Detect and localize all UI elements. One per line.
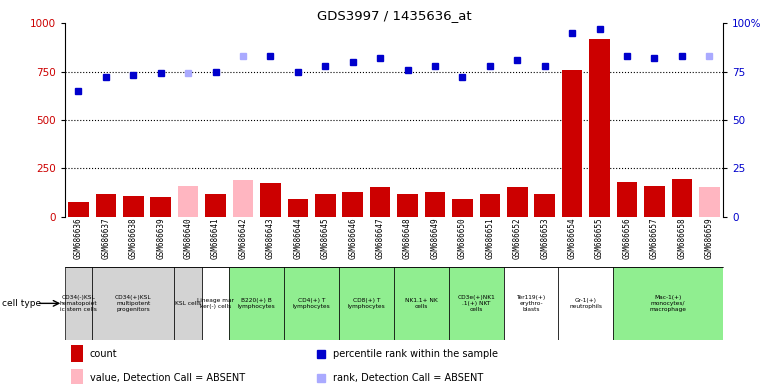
Bar: [178, 186, 199, 217]
Text: Ter119(+)
erythro-
blasts: Ter119(+) erythro- blasts: [516, 295, 546, 312]
Bar: [479, 194, 500, 217]
Text: KSL cells: KSL cells: [175, 301, 201, 306]
Bar: [504, 267, 559, 340]
Bar: [229, 267, 284, 340]
Text: GSM686654: GSM686654: [568, 217, 577, 258]
Bar: [425, 192, 445, 217]
Text: GSM686638: GSM686638: [129, 217, 138, 258]
Bar: [616, 182, 637, 217]
Text: Mac-1(+)
monocytes/
macrophage: Mac-1(+) monocytes/ macrophage: [650, 295, 686, 312]
Text: GSM686645: GSM686645: [320, 217, 330, 258]
Text: GSM686656: GSM686656: [622, 217, 632, 258]
Text: GSM686643: GSM686643: [266, 217, 275, 258]
Bar: [260, 183, 281, 217]
Text: GSM686644: GSM686644: [293, 217, 302, 258]
Text: GSM686639: GSM686639: [156, 217, 165, 258]
Bar: [205, 194, 226, 217]
Bar: [174, 267, 202, 340]
Bar: [96, 194, 116, 217]
Text: GSM686648: GSM686648: [403, 217, 412, 258]
Text: GSM686651: GSM686651: [486, 217, 495, 258]
Text: NK1.1+ NK
cells: NK1.1+ NK cells: [405, 298, 438, 309]
Bar: [393, 267, 449, 340]
Bar: [562, 70, 582, 217]
Text: value, Detection Call = ABSENT: value, Detection Call = ABSENT: [90, 373, 245, 383]
Bar: [534, 194, 555, 217]
Bar: [65, 267, 92, 340]
Text: GSM686637: GSM686637: [101, 217, 110, 258]
Bar: [68, 202, 89, 217]
Text: GSM686647: GSM686647: [376, 217, 384, 258]
Bar: [123, 195, 144, 217]
Bar: [452, 199, 473, 217]
Text: B220(+) B
lymphocytes: B220(+) B lymphocytes: [237, 298, 275, 309]
Text: cell type: cell type: [2, 299, 40, 308]
Bar: [397, 194, 418, 217]
Text: GSM686649: GSM686649: [431, 217, 439, 258]
Title: GDS3997 / 1435636_at: GDS3997 / 1435636_at: [317, 9, 471, 22]
Text: GSM686655: GSM686655: [595, 217, 604, 258]
Bar: [202, 267, 229, 340]
Bar: [342, 192, 363, 217]
Bar: [72, 345, 83, 362]
Bar: [449, 267, 504, 340]
Text: CD4(+) T
lymphocytes: CD4(+) T lymphocytes: [293, 298, 330, 309]
Text: rank, Detection Call = ABSENT: rank, Detection Call = ABSENT: [333, 373, 483, 383]
Text: CD8(+) T
lymphocytes: CD8(+) T lymphocytes: [348, 298, 385, 309]
Text: GSM686659: GSM686659: [705, 217, 714, 258]
Text: GSM686657: GSM686657: [650, 217, 659, 258]
Text: GSM686650: GSM686650: [458, 217, 467, 258]
Bar: [671, 179, 692, 217]
Text: CD3e(+)NK1
.1(+) NKT
cells: CD3e(+)NK1 .1(+) NKT cells: [457, 295, 495, 312]
Text: CD34(+)KSL
multipotent
progenitors: CD34(+)KSL multipotent progenitors: [115, 295, 151, 312]
Bar: [589, 38, 610, 217]
Text: GSM686636: GSM686636: [74, 217, 83, 258]
Text: count: count: [90, 349, 117, 359]
Bar: [315, 194, 336, 217]
Bar: [507, 187, 527, 217]
Bar: [644, 186, 664, 217]
Text: GSM686652: GSM686652: [513, 217, 522, 258]
Bar: [559, 267, 613, 340]
Text: GSM686658: GSM686658: [677, 217, 686, 258]
Text: CD34(-)KSL
hematopoiet
ic stem cells: CD34(-)KSL hematopoiet ic stem cells: [59, 295, 97, 312]
Text: GSM686640: GSM686640: [183, 217, 193, 258]
Text: GSM686653: GSM686653: [540, 217, 549, 258]
Bar: [339, 267, 393, 340]
Bar: [92, 267, 174, 340]
Text: Gr-1(+)
neutrophils: Gr-1(+) neutrophils: [569, 298, 602, 309]
Bar: [72, 369, 83, 384]
Bar: [233, 180, 253, 217]
Bar: [699, 187, 719, 217]
Bar: [288, 199, 308, 217]
Bar: [151, 197, 171, 217]
Text: Lineage mar
ker(-) cells: Lineage mar ker(-) cells: [197, 298, 234, 309]
Text: percentile rank within the sample: percentile rank within the sample: [333, 349, 498, 359]
Bar: [284, 267, 339, 340]
Bar: [613, 267, 723, 340]
Text: GSM686646: GSM686646: [349, 217, 357, 258]
Bar: [370, 187, 390, 217]
Text: GSM686642: GSM686642: [238, 217, 247, 258]
Text: GSM686641: GSM686641: [211, 217, 220, 258]
